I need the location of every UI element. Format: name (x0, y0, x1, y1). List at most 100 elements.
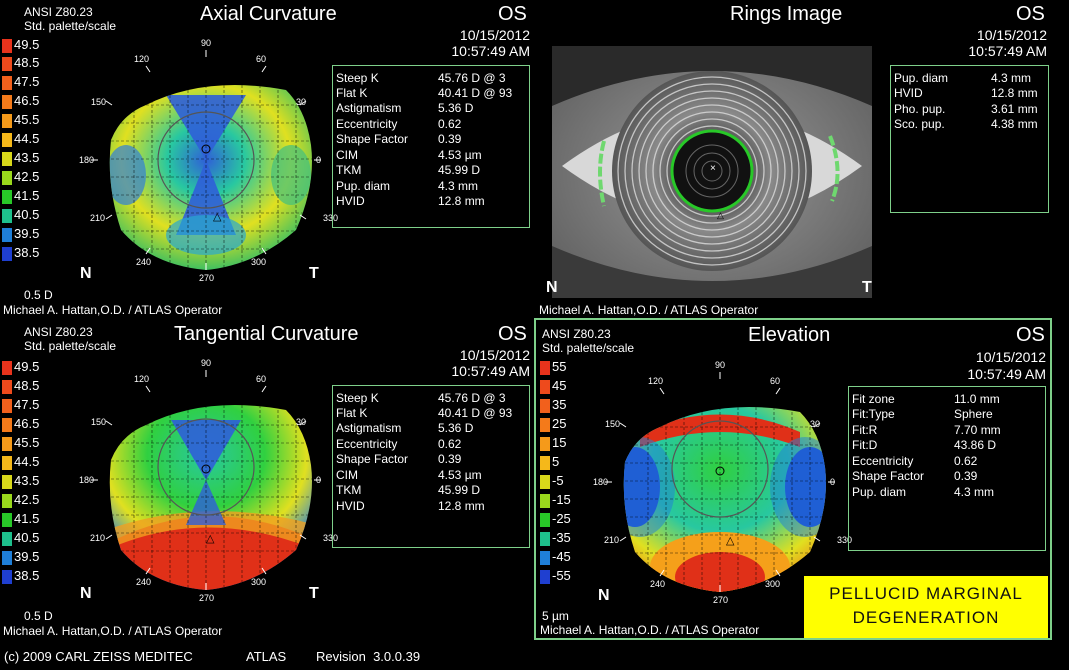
axial-title: Axial Curvature (200, 3, 337, 25)
scale-label: 38.5 (14, 568, 40, 583)
scale-label: 48.5 (14, 378, 40, 393)
scale-label: 49.5 (14, 359, 40, 374)
temporal-label: T (309, 585, 319, 602)
scale-label: 42.5 (14, 492, 40, 507)
tangential-panel: ANSI Z80.23 Std. palette/scale Tangentia… (0, 320, 534, 640)
angle-label: 300 (251, 577, 266, 587)
scale-label: 49.5 (14, 37, 40, 52)
scale-label: 40.5 (14, 530, 40, 545)
axial-eye: OS (498, 3, 527, 25)
scale-label: 39.5 (14, 549, 40, 564)
info-label: Eccentricity (336, 437, 398, 451)
info-value: 3.61 mm (991, 102, 1038, 116)
info-label: Shape Factor (336, 132, 409, 146)
scale-label: -5 (552, 473, 564, 488)
info-label: Eccentricity (336, 117, 398, 131)
info-label: Fit:Type (852, 407, 895, 421)
tangential-color-scale: 49.5 48.5 47.5 46.5 45.5 44.5 43.5 42.5 … (2, 360, 40, 610)
info-value: 45.99 D (438, 483, 481, 497)
info-label: Astigmatism (336, 421, 402, 435)
rings-title: Rings Image (730, 3, 843, 25)
info-label: Eccentricity (852, 454, 914, 468)
info-value: 0.62 (954, 454, 978, 468)
scale-label: 45 (552, 378, 567, 393)
footer: (c) 2009 CARL ZEISS MEDITEC ATLAS Revisi… (0, 643, 1069, 670)
angle-label: 60 (256, 374, 266, 384)
info-label: CIM (336, 148, 358, 162)
angle-label: 210 (90, 533, 105, 543)
scale-label: -55 (552, 568, 571, 583)
rings-info-box: Pup. diam 4.3 mm HVID 12.8 mm Pho. pup. 3.6… (890, 65, 1049, 213)
elevation-standard: ANSI Z80.23 (542, 327, 611, 341)
angle-label: 60 (256, 54, 266, 64)
scale-label: -45 (552, 549, 571, 564)
info-value: 5.36 D (438, 101, 474, 115)
info-label: Pho. pup. (894, 102, 946, 116)
info-label: Fit:D (852, 438, 878, 452)
info-value: 4.53 µm (438, 148, 482, 162)
scale-label: 47.5 (14, 397, 40, 412)
info-value: 40.41 D @ 93 (438, 406, 513, 420)
tangential-map[interactable]: △ 90 60 30 0 330 300 270 240 210 180 150… (66, 355, 346, 605)
angle-label: 30 (296, 97, 306, 107)
elevation-operator: Michael A. Hattan,O.D. / ATLAS Operator (540, 623, 760, 637)
angle-label: 180 (79, 475, 94, 485)
info-value: 4.3 mm (438, 179, 479, 193)
elevation-map[interactable]: △ 90 60 30 0 330 300 270 240 210 180 150… (580, 357, 860, 607)
scale-label: 46.5 (14, 93, 40, 108)
tangential-palette: Std. palette/scale (24, 339, 117, 353)
angle-label: 240 (136, 257, 151, 267)
angle-label: 330 (323, 533, 338, 543)
elevation-color-scale: 55 45 35 25 15 5 -5 -15 -25 -35 -45 -55 (540, 360, 578, 610)
angle-label: 120 (134, 374, 149, 384)
scale-label: 25 (552, 416, 567, 431)
scale-label: 43.5 (14, 473, 40, 488)
info-value: 0.39 (438, 452, 462, 466)
scale-label: 43.5 (14, 150, 40, 165)
info-label: Shape Factor (336, 452, 409, 466)
scale-label: 40.5 (14, 207, 40, 222)
svg-text:×: × (710, 163, 716, 174)
axial-date: 10/15/2012 (459, 27, 530, 43)
tangential-info-box: Steep K 45.76 D @ 3 Flat K 40.41 D @ 93 As… (332, 385, 530, 548)
info-label: Astigmatism (336, 101, 402, 115)
rings-image[interactable]: × △ (552, 46, 872, 298)
elevation-date: 10/15/2012 (975, 349, 1046, 365)
info-label: Sco. pup. (894, 117, 945, 131)
tangential-step: 0.5 D (24, 609, 53, 623)
info-value: 5.36 D (438, 421, 474, 435)
info-label: TKM (336, 483, 362, 497)
angle-label: 120 (134, 54, 149, 64)
tangential-title: Tangential Curvature (174, 323, 359, 345)
diagnosis-label: PELLUCID MARGINAL DEGENERATION (804, 576, 1048, 638)
angle-label: 120 (648, 376, 663, 386)
rings-operator: Michael A. Hattan,O.D. / ATLAS Operator (539, 303, 759, 317)
info-label: TKM (336, 163, 362, 177)
scale-label: 48.5 (14, 55, 40, 70)
axial-info-box: Steep K 45.76 D @ 3 Flat K 40.41 D @ 93 As… (332, 65, 530, 228)
info-value: 45.76 D @ 3 (438, 71, 506, 85)
temporal-label: T (862, 279, 872, 296)
info-value: 43.86 D (954, 438, 997, 452)
elevation-palette: Std. palette/scale (542, 341, 635, 355)
angle-label: 240 (650, 579, 665, 589)
tangential-time: 10:57:49 AM (451, 363, 530, 379)
angle-label: 150 (91, 97, 106, 107)
elevation-panel[interactable]: ANSI Z80.23 Std. palette/scale Elevation… (534, 318, 1052, 640)
angle-label: 0 (316, 475, 321, 485)
diagnosis-line-1: PELLUCID MARGINAL (829, 584, 1023, 603)
svg-text:△: △ (206, 533, 215, 545)
info-label: Steep K (336, 391, 379, 405)
info-label: CIM (336, 468, 358, 482)
tangential-standard: ANSI Z80.23 (24, 325, 93, 339)
info-label: HVID (894, 86, 923, 100)
axial-map[interactable]: △ 90 60 30 0 330 300 270 240 210 180 150… (66, 35, 346, 285)
temporal-label: T (309, 265, 319, 282)
info-value: 40.41 D @ 93 (438, 86, 513, 100)
info-label: Pup. diam (336, 179, 391, 193)
scale-label: -25 (552, 511, 571, 526)
scale-label: 41.5 (14, 188, 40, 203)
angle-label: 240 (136, 577, 151, 587)
axial-step: 0.5 D (24, 288, 53, 302)
info-value: 0.39 (438, 132, 462, 146)
